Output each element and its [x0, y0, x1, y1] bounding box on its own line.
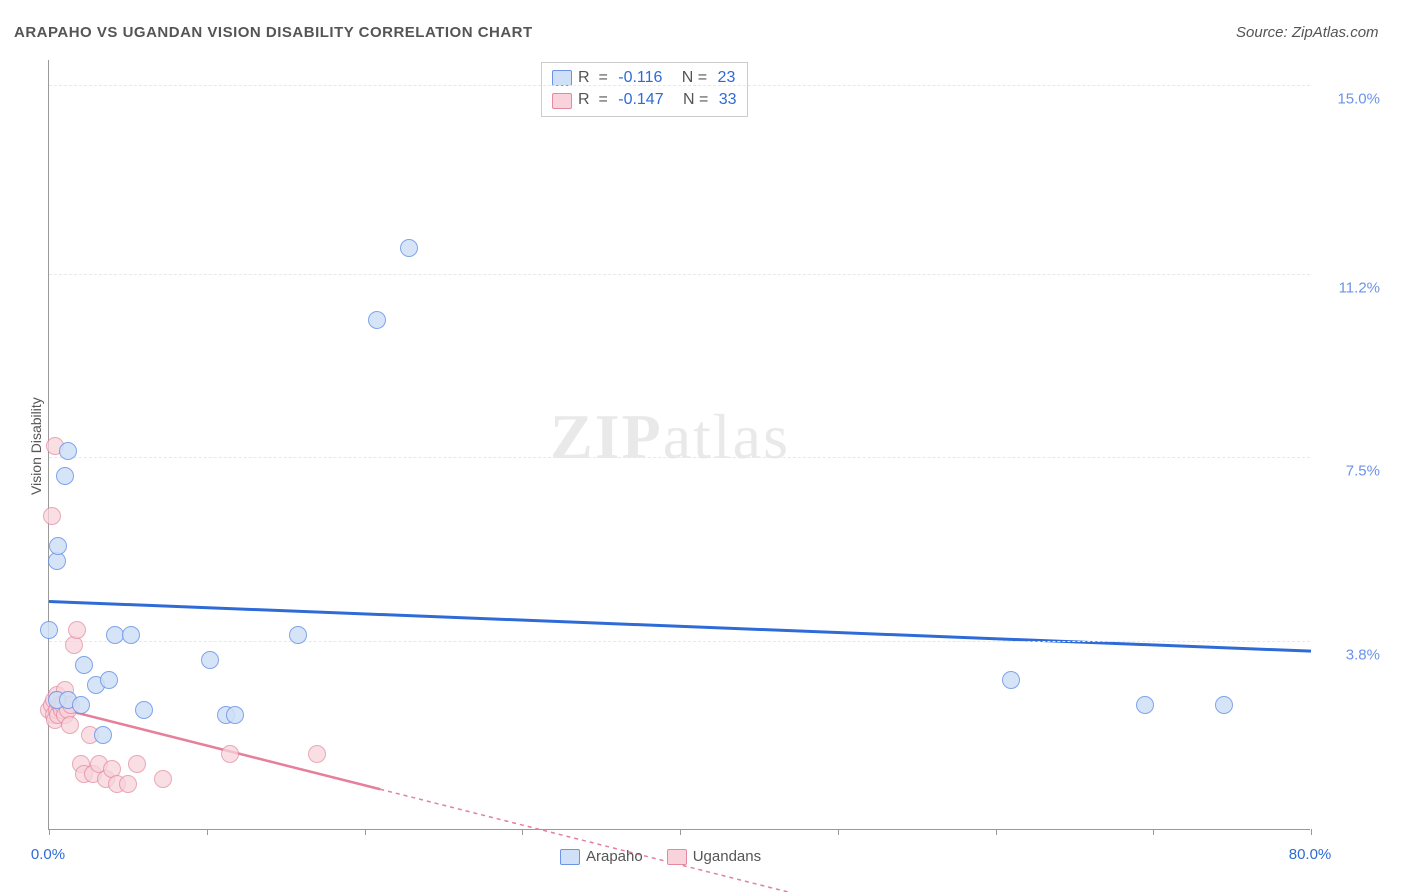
scatter-point	[154, 770, 172, 788]
scatter-point	[75, 656, 93, 674]
y-axis-title: Vision Disability	[28, 397, 44, 495]
legend-stats: R = -0.116 N = 23R = -0.147 N = 33	[541, 62, 748, 117]
x-tick	[522, 829, 523, 835]
legend-label: Arapaho	[586, 848, 643, 865]
legend-swatch	[552, 70, 572, 86]
scatter-point	[135, 701, 153, 719]
legend-item: Ugandans	[667, 848, 761, 865]
legend-item: Arapaho	[560, 848, 643, 865]
scatter-point	[400, 239, 418, 257]
legend-label: Ugandans	[693, 848, 761, 865]
scatter-point	[56, 467, 74, 485]
scatter-point	[40, 621, 58, 639]
x-tick	[838, 829, 839, 835]
y-tick-label: 15.0%	[1320, 90, 1380, 107]
legend-series: Arapaho Ugandans	[560, 848, 761, 865]
regression-line	[49, 601, 1311, 651]
gridline	[49, 85, 1310, 86]
gridline	[49, 641, 1310, 642]
scatter-point	[49, 537, 67, 555]
scatter-point	[221, 745, 239, 763]
legend-swatch	[667, 849, 687, 865]
x-tick	[680, 829, 681, 835]
x-tick	[1311, 829, 1312, 835]
y-tick-label: 7.5%	[1320, 463, 1380, 480]
y-tick-label: 11.2%	[1320, 279, 1380, 296]
scatter-point	[100, 671, 118, 689]
x-tick	[207, 829, 208, 835]
x-tick-label: 80.0%	[1289, 846, 1332, 863]
scatter-point	[122, 626, 140, 644]
scatter-point	[308, 745, 326, 763]
scatter-point	[289, 626, 307, 644]
chart-title: ARAPAHO VS UGANDAN VISION DISABILITY COR…	[14, 24, 533, 41]
legend-swatch	[560, 849, 580, 865]
scatter-point	[1136, 696, 1154, 714]
legend-stat-row: R = -0.116 N = 23	[552, 67, 737, 89]
scatter-point	[201, 651, 219, 669]
scatter-point	[226, 706, 244, 724]
x-tick	[996, 829, 997, 835]
legend-swatch	[552, 93, 572, 109]
legend-stat-row: R = -0.147 N = 33	[552, 89, 737, 111]
scatter-point	[43, 507, 61, 525]
y-tick-label: 3.8%	[1320, 647, 1380, 664]
scatter-point	[68, 621, 86, 639]
scatter-point	[368, 311, 386, 329]
source-attribution: Source: ZipAtlas.com	[1236, 24, 1379, 41]
scatter-point	[128, 755, 146, 773]
scatter-point	[61, 716, 79, 734]
x-tick	[49, 829, 50, 835]
regression-line-extrapolated	[380, 789, 1311, 892]
gridline	[49, 457, 1310, 458]
plot-area: R = -0.116 N = 23R = -0.147 N = 33 3.8%7…	[48, 60, 1310, 830]
x-tick	[365, 829, 366, 835]
scatter-point	[119, 775, 137, 793]
x-tick-label: 0.0%	[31, 846, 65, 863]
scatter-point	[59, 442, 77, 460]
scatter-point	[94, 726, 112, 744]
gridline	[49, 274, 1310, 275]
x-tick	[1153, 829, 1154, 835]
scatter-point	[1002, 671, 1020, 689]
scatter-point	[72, 696, 90, 714]
scatter-point	[1215, 696, 1233, 714]
